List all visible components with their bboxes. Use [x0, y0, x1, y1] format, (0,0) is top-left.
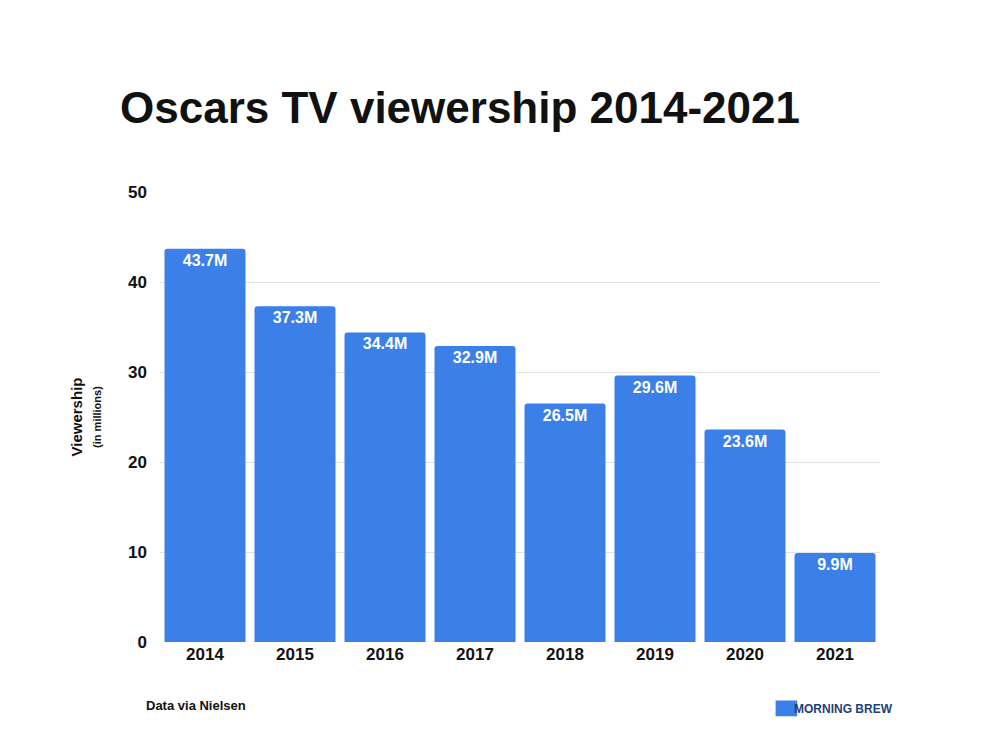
svg-text:10: 10 — [128, 543, 147, 562]
svg-text:40: 40 — [128, 273, 147, 292]
svg-text:29.6M: 29.6M — [633, 379, 677, 396]
svg-text:Data via Nielsen: Data via Nielsen — [146, 698, 246, 713]
svg-text:2015: 2015 — [276, 645, 314, 664]
svg-text:20: 20 — [128, 453, 147, 472]
svg-text:2020: 2020 — [726, 645, 764, 664]
svg-text:34.4M: 34.4M — [363, 335, 407, 352]
svg-text:50: 50 — [128, 183, 147, 202]
svg-text:2019: 2019 — [636, 645, 674, 664]
svg-text:30: 30 — [128, 363, 147, 382]
svg-text:9.9M: 9.9M — [817, 556, 853, 573]
svg-text:32.9M: 32.9M — [453, 349, 497, 366]
svg-text:2016: 2016 — [366, 645, 404, 664]
svg-text:MORNING BREW: MORNING BREW — [794, 702, 893, 716]
svg-text:43.7M: 43.7M — [183, 252, 227, 269]
svg-text:37.3M: 37.3M — [273, 309, 317, 326]
svg-text:2017: 2017 — [456, 645, 494, 664]
svg-text:2014: 2014 — [186, 645, 224, 664]
svg-text:0: 0 — [138, 633, 147, 652]
svg-text:2018: 2018 — [546, 645, 584, 664]
svg-text:26.5M: 26.5M — [543, 407, 587, 424]
svg-text:2021: 2021 — [816, 645, 854, 664]
svg-text:23.6M: 23.6M — [723, 433, 767, 450]
svg-text:Viewership(in millions): Viewership(in millions) — [68, 378, 104, 457]
svg-text:Oscars TV viewership 2014-2021: Oscars TV viewership 2014-2021 — [120, 83, 800, 132]
